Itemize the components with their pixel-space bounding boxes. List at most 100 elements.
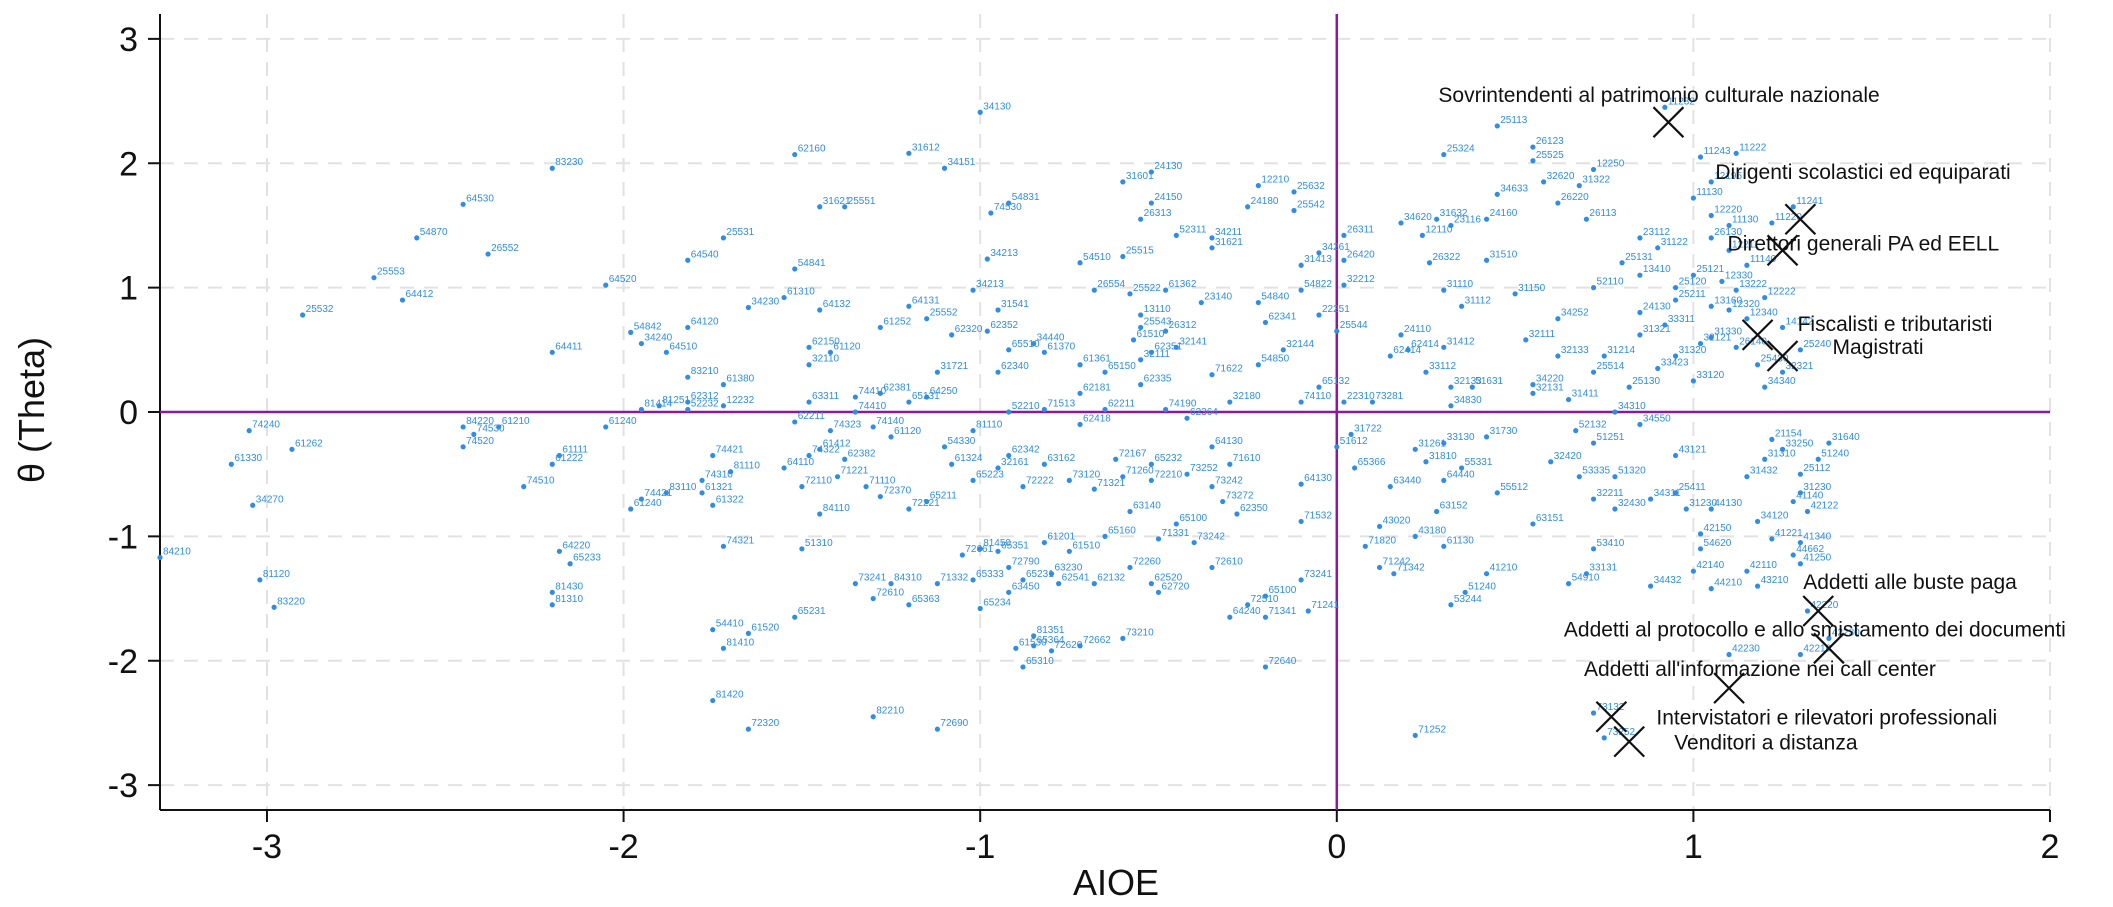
data-point <box>1209 484 1215 490</box>
data-point-label: 25531 <box>726 227 754 238</box>
data-point-label: 51251 <box>1597 432 1625 443</box>
data-point-label: 25525 <box>1536 150 1564 161</box>
data-point <box>1576 474 1582 480</box>
data-point <box>1298 262 1304 268</box>
data-point <box>1120 635 1126 641</box>
data-point-label: 12222 <box>1768 287 1796 298</box>
data-point <box>1209 235 1215 241</box>
data-point <box>1184 415 1190 421</box>
data-point-label: 71332 <box>940 573 968 584</box>
data-point-label: 81450 <box>983 538 1011 549</box>
data-point-label: 64530 <box>466 193 494 204</box>
data-point-label: 33120 <box>1696 370 1724 381</box>
data-point <box>1555 200 1561 206</box>
data-point <box>1102 533 1108 539</box>
data-point-label: 62335 <box>1144 374 1172 385</box>
data-point <box>1708 235 1714 241</box>
data-point-label: 62414 <box>1393 345 1421 356</box>
data-point <box>471 431 477 437</box>
data-point-label: 33250 <box>1786 438 1814 449</box>
data-point-label: 61111 <box>562 445 588 456</box>
data-point-label: 34550 <box>1643 413 1671 424</box>
data-point <box>888 581 894 587</box>
data-point-label: 61222 <box>555 453 583 464</box>
data-point-label: 31612 <box>912 142 940 153</box>
data-point <box>949 461 955 467</box>
data-point-label: 84210 <box>163 547 191 558</box>
data-point-label: 65364 <box>1037 635 1065 646</box>
data-point-label: 74410 <box>858 386 886 397</box>
data-point-label: 74421 <box>716 445 744 456</box>
data-point <box>977 605 983 612</box>
data-point <box>1369 399 1376 405</box>
data-point <box>984 256 990 262</box>
data-point <box>1565 396 1572 403</box>
data-point-label: 12250 <box>1597 158 1625 169</box>
data-point-label: 31432 <box>1750 466 1778 477</box>
data-point <box>1762 384 1768 390</box>
data-point <box>1262 593 1269 599</box>
data-point-label: 25543 <box>1144 316 1172 327</box>
data-point-label: 51240 <box>1821 448 1849 459</box>
data-point <box>1690 195 1696 201</box>
data-point-label: 65211 <box>930 491 958 502</box>
data-point <box>1779 369 1786 375</box>
data-point-label: 71341 <box>1268 606 1296 617</box>
data-point <box>1708 212 1714 219</box>
data-point-label: 31621 <box>1215 237 1243 248</box>
data-point <box>1341 399 1347 405</box>
data-point <box>1726 247 1732 253</box>
data-point <box>1612 474 1618 480</box>
data-point <box>1797 490 1803 496</box>
data-point <box>1441 477 1447 484</box>
data-point <box>1779 324 1786 331</box>
highlight-annotation: Magistrati <box>1833 336 1924 359</box>
data-point <box>1148 169 1154 175</box>
data-point-label: 72110 <box>805 476 833 487</box>
data-point <box>906 150 912 156</box>
data-point-label: 71221 <box>841 466 869 477</box>
data-point <box>685 257 691 263</box>
x-axis-title: AIOE <box>1073 862 1159 903</box>
data-point <box>638 406 645 413</box>
data-point <box>984 328 990 334</box>
data-point-label: 31810 <box>1429 451 1457 462</box>
data-point-label: 53244 <box>1454 594 1482 605</box>
data-point-label: 44130 <box>1714 498 1742 509</box>
data-point <box>792 419 798 425</box>
data-point-label: 81251 <box>662 395 690 406</box>
data-point-label: 74520 <box>466 436 494 447</box>
data-point-label: 24130 <box>1154 161 1182 172</box>
data-point-label: 25544 <box>1340 320 1368 331</box>
data-point-label: 65150 <box>1108 361 1136 372</box>
data-point-label: 32121 <box>1704 333 1732 344</box>
data-point-label: 61520 <box>751 622 779 633</box>
data-point <box>1530 144 1536 150</box>
data-point <box>1762 456 1768 462</box>
data-point-label: 31640 <box>1832 432 1860 443</box>
data-point-label: 54620 <box>1704 538 1732 549</box>
data-point <box>906 506 912 512</box>
data-point <box>1637 421 1643 428</box>
data-point <box>959 552 965 558</box>
data-point <box>745 630 751 636</box>
data-point-label: 12210 <box>1261 175 1289 186</box>
data-point <box>852 581 858 587</box>
data-point <box>817 511 823 517</box>
data-point <box>1541 179 1547 185</box>
data-point-label: 11130 <box>1696 187 1723 198</box>
data-point-label: 61240 <box>634 498 662 509</box>
data-point-label: 34213 <box>990 248 1018 259</box>
data-point <box>567 561 573 567</box>
highlight-annotation: Direttori generali PA ed EELL <box>1728 232 2000 255</box>
data-point-label: 74140 <box>876 416 904 427</box>
data-point <box>1398 220 1404 226</box>
data-point <box>781 294 787 301</box>
y-tick-label: 2 <box>119 145 138 183</box>
data-point-label: 83230 <box>555 157 583 168</box>
data-point-label: 26220 <box>1561 192 1589 203</box>
data-point-label: 34633 <box>1500 183 1528 194</box>
data-point <box>1483 571 1490 577</box>
data-point <box>1173 232 1179 238</box>
data-point-label: 62132 <box>1097 573 1125 584</box>
